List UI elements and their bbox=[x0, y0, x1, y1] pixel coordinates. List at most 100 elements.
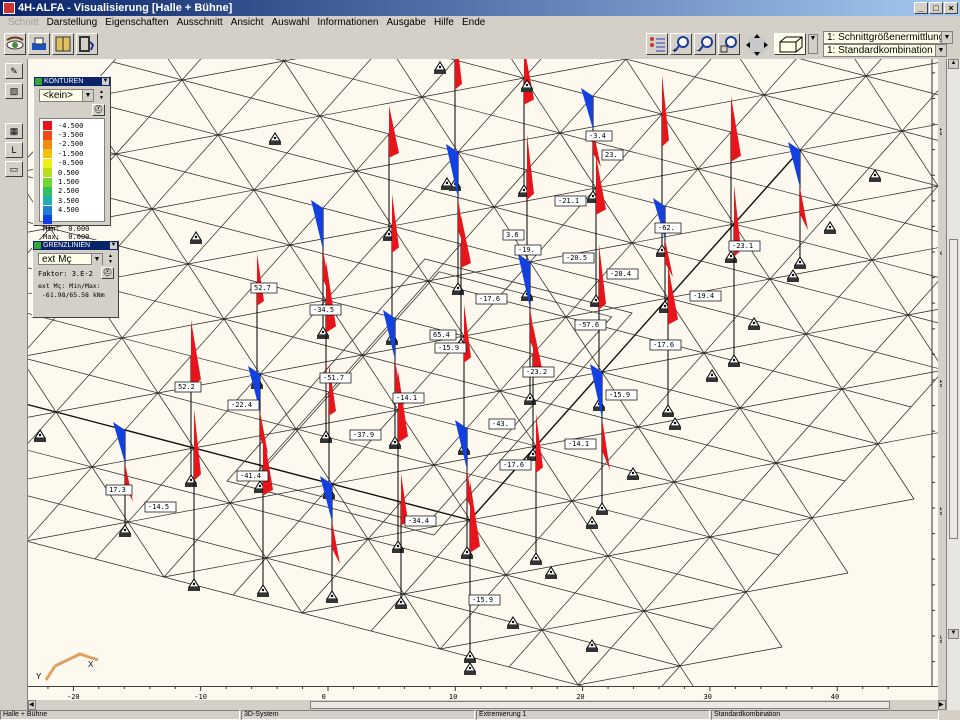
analysis-select-value: 1: Schnittgrößenermittlung bbox=[827, 32, 945, 43]
support-pin bbox=[189, 478, 193, 482]
panel-icon bbox=[35, 78, 42, 85]
value-label: -19. bbox=[514, 244, 542, 256]
support-pin bbox=[600, 506, 604, 510]
moment-diagram-positive bbox=[518, 254, 530, 308]
grid-line bbox=[79, 98, 938, 324]
konturen-title-bar[interactable]: KONTUREN ▼ bbox=[34, 77, 110, 86]
grenzlinien-select[interactable]: ext Mç ▼ bbox=[38, 253, 103, 265]
chevron-down-icon[interactable]: ▼ bbox=[82, 90, 93, 101]
moment-diagram-positive bbox=[590, 364, 602, 418]
konturen-refresh-button[interactable]: ⛑ bbox=[92, 104, 105, 116]
support-icon bbox=[320, 430, 332, 443]
vertical-scrollbar[interactable]: ▲ ▼ bbox=[946, 59, 960, 710]
eye-icon[interactable] bbox=[4, 33, 26, 55]
panel-menu-button[interactable]: ▼ bbox=[102, 78, 109, 85]
support-pin bbox=[468, 666, 472, 670]
exit-door-icon[interactable] bbox=[76, 33, 98, 55]
support-pin bbox=[194, 235, 198, 239]
chevron-down-icon[interactable]: ▼ bbox=[941, 32, 952, 43]
box-view-icon[interactable] bbox=[774, 33, 806, 55]
support-base bbox=[449, 187, 461, 191]
pen-tool-icon[interactable]: ✎ bbox=[5, 63, 23, 79]
maximize-button[interactable]: □ bbox=[929, 2, 943, 14]
menu-ende[interactable]: Ende bbox=[461, 17, 486, 28]
view-spinner[interactable]: ▼ bbox=[808, 34, 818, 54]
menu-ansicht[interactable]: Ansicht bbox=[230, 17, 264, 28]
minimize-button[interactable]: _ bbox=[914, 2, 928, 14]
menu-eigenschaften[interactable]: Eigenschaften bbox=[105, 17, 169, 28]
bracing-line bbox=[643, 610, 695, 687]
support-icon bbox=[441, 177, 453, 190]
menu-ausgabe[interactable]: Ausgabe bbox=[386, 17, 426, 28]
zoom-window-icon[interactable] bbox=[718, 33, 740, 55]
support-pin bbox=[594, 298, 598, 302]
konturen-select[interactable]: <kein> ▼ bbox=[39, 89, 94, 102]
grenzlinien-title-bar[interactable]: GRENZLINIEN ▼ bbox=[33, 241, 118, 250]
chevron-down-icon[interactable]: ▼ bbox=[935, 45, 946, 56]
mesh-tool-icon[interactable]: ▦ bbox=[5, 123, 23, 139]
panel-menu-button[interactable]: ▼ bbox=[110, 242, 117, 249]
value-label: -15.9 bbox=[434, 342, 467, 354]
analysis-select[interactable]: 1: Schnittgrößenermittlung ▼ bbox=[823, 31, 953, 44]
zoom-out-icon[interactable]: − bbox=[694, 33, 716, 55]
structure-canvas[interactable]: -3.4 23. -21.1 -62. 3.6 -19. -20.5 -28.4 -23.1 -1… bbox=[28, 59, 938, 687]
support-base bbox=[596, 511, 608, 515]
legend-value: -3.500 bbox=[58, 131, 84, 140]
minmax-value: -61.98/65.58 kNm bbox=[42, 291, 105, 299]
value-tool-icon[interactable]: ▭ bbox=[5, 161, 23, 177]
grid-line bbox=[112, 61, 938, 278]
value-label: -3.4 bbox=[585, 130, 613, 142]
close-button[interactable]: × bbox=[944, 2, 958, 14]
book-icon[interactable] bbox=[52, 33, 74, 55]
grenzlinien-spinner[interactable]: ▲ ▼ bbox=[108, 253, 113, 265]
legend-swatch bbox=[43, 130, 52, 140]
value-label: -21.1 bbox=[554, 195, 587, 207]
scroll-right-button[interactable]: ▶ bbox=[938, 700, 946, 710]
value-label: 3.6 bbox=[502, 229, 525, 241]
value-label-box bbox=[309, 304, 342, 316]
support-icon bbox=[269, 132, 281, 145]
scroll-left-button[interactable]: ◀ bbox=[28, 700, 36, 710]
support-pin bbox=[192, 582, 196, 586]
combination-select[interactable]: 1: Standardkombination ▼ bbox=[823, 44, 947, 57]
menu-darstellung[interactable]: Darstellung bbox=[46, 17, 98, 28]
axis-triad bbox=[44, 652, 99, 681]
support-pin bbox=[549, 570, 553, 574]
bracing-line bbox=[396, 59, 423, 98]
menu-ausschnitt[interactable]: Ausschnitt bbox=[176, 17, 223, 28]
list-settings-icon[interactable] bbox=[646, 33, 668, 55]
support-pin bbox=[591, 194, 595, 198]
menu-hilfe[interactable]: Hilfe bbox=[433, 17, 454, 28]
vertical-scroll-thumb[interactable] bbox=[949, 239, 958, 539]
layers-tool-icon[interactable]: ▧ bbox=[5, 83, 23, 99]
value-label: -57.6 bbox=[574, 319, 607, 331]
scroll-down-button[interactable]: ▼ bbox=[948, 629, 959, 639]
axis-label-tool-icon[interactable]: L bbox=[5, 142, 23, 158]
konturen-spinner[interactable]: ▲ ▼ bbox=[99, 89, 104, 101]
bracing-line bbox=[709, 536, 783, 648]
support-pin bbox=[666, 408, 670, 412]
zoom-in-icon[interactable]: + bbox=[670, 33, 692, 55]
menu-auswahl[interactable]: Auswahl bbox=[271, 17, 310, 28]
printer-icon[interactable] bbox=[28, 33, 50, 55]
scroll-up-button[interactable]: ▲ bbox=[948, 59, 959, 69]
menu-informationen[interactable]: Informationen bbox=[317, 17, 379, 28]
support-pin bbox=[456, 286, 460, 290]
menu-schnitt[interactable]: Schnitt bbox=[8, 17, 39, 28]
status-combination: Standardkombination bbox=[711, 710, 939, 720]
support-pin bbox=[525, 83, 529, 87]
horizontal-scrollbar[interactable]: ◀ ▶ bbox=[28, 700, 946, 710]
support-base bbox=[662, 413, 674, 417]
horizontal-scroll-thumb[interactable] bbox=[310, 701, 890, 709]
chevron-down-icon[interactable]: ▼ bbox=[91, 254, 102, 265]
value-label-text: -23.1 bbox=[732, 242, 753, 250]
stage-outline bbox=[253, 271, 613, 525]
value-label-text: -19.4 bbox=[693, 292, 714, 300]
bracing-line bbox=[841, 388, 915, 500]
status-extremierung: Extremierung 1 bbox=[476, 710, 710, 720]
pan-arrows-icon[interactable] bbox=[744, 32, 770, 58]
grenzlinien-refresh-button[interactable]: ⛑ bbox=[101, 267, 114, 279]
value-label: -37.9 bbox=[349, 429, 382, 441]
legend-row: -3.500 bbox=[40, 130, 104, 140]
support-base bbox=[441, 186, 453, 190]
